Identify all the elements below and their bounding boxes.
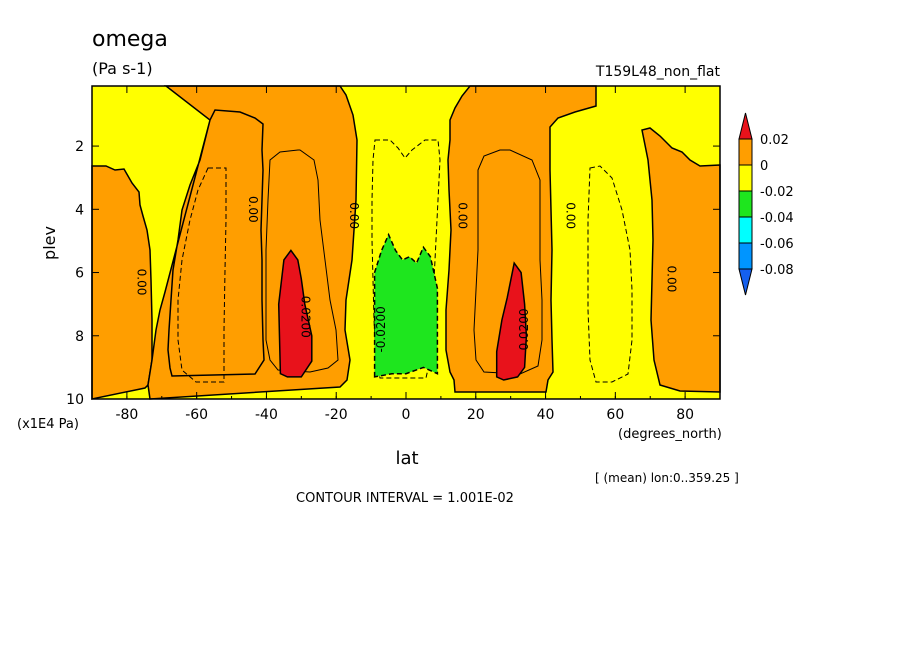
dashed-contour-equator: [371, 139, 441, 379]
x-tick-label: 40: [537, 407, 555, 423]
chart-title: omega: [92, 27, 168, 52]
colorbar-swatch: [738, 216, 753, 244]
y-axis-units: (x1E4 Pa): [17, 417, 79, 432]
dashed-contour-nh-extra: [587, 165, 633, 383]
x-axis-ticks: -80 -60 -40 -20 0 20 40 60 80: [91, 86, 721, 423]
y-axis-ticks: 2 4 6 8 10: [66, 139, 720, 408]
x-axis-units: (degrees_north): [618, 427, 722, 442]
y-axis-label: plev: [40, 226, 59, 260]
y-tick-label: 8: [75, 329, 84, 345]
x-tick-label: 60: [606, 407, 624, 423]
contour-label-2: 0.00: [347, 202, 361, 229]
colorbar-bottom-arrow: [738, 268, 753, 296]
contour-label-1: 0.00: [246, 196, 260, 223]
orange-band-north-pole: [641, 127, 721, 393]
run-label: T159L48_non_flat: [595, 64, 721, 80]
colorbar-label: 0.02: [760, 133, 789, 148]
contour-label-6: 0.0200: [517, 308, 531, 350]
contour-label-4: -0.0200: [374, 306, 388, 352]
region-tropical-ascent: [373, 232, 439, 378]
colorbar-label: -0.06: [760, 237, 794, 252]
plot-area: 0.00 0.00 0.00 0.0200 -0.0200 0.00 0.0200 0.00 0…: [66, 85, 721, 423]
x-tick-label: -40: [255, 407, 278, 423]
colorbar-label: -0.08: [760, 263, 794, 278]
y-tick-label: 6: [75, 266, 84, 282]
colorbar-swatch: [738, 242, 753, 270]
x-tick-label: 0: [402, 407, 411, 423]
colorbar: 0.02 0 -0.02 -0.04 -0.06 -0.08: [738, 112, 794, 296]
x-tick-label: 80: [676, 407, 694, 423]
colorbar-label: 0: [760, 159, 768, 174]
region-nh-descent-core: [495, 261, 528, 381]
x-tick-label: -60: [185, 407, 208, 423]
units-label: (Pa s-1): [92, 59, 153, 78]
x-axis-label: lat: [395, 448, 418, 469]
y-tick-label: 2: [75, 139, 84, 155]
subset-note: [ (mean) lon:0..359.25 ]: [595, 471, 739, 485]
contour-interval: CONTOUR INTERVAL = 1.001E-02: [296, 491, 514, 506]
contour-label-0: 0.00: [134, 269, 148, 296]
region-sh-descent-core: [277, 249, 313, 378]
colorbar-swatch: [738, 190, 753, 218]
contour-labels: 0.00 0.00 0.00 0.0200 -0.0200 0.00 0.0200 0.00 0…: [134, 196, 678, 353]
colorbar-label: -0.02: [760, 185, 794, 200]
orange-band-south-pole: [91, 165, 153, 400]
orange-band-nh-descent: [445, 85, 597, 393]
x-tick-label: 20: [467, 407, 485, 423]
contour-label-3: 0.0200: [298, 296, 312, 338]
y-tick-label: 10: [66, 392, 84, 408]
x-tick-label: -80: [115, 407, 138, 423]
y-tick-label: 4: [75, 202, 84, 218]
contour-label-5: 0.00: [455, 202, 469, 229]
contour-line-sh: [265, 149, 339, 373]
colorbar-top-arrow: [738, 112, 753, 140]
filled-regions: [277, 232, 528, 381]
contour-label-8: 0.00: [665, 266, 679, 293]
colorbar-swatch: [738, 164, 753, 192]
contour-label-7: 0.00: [564, 202, 578, 229]
x-tick-label: -20: [325, 407, 348, 423]
colorbar-label: -0.04: [760, 211, 794, 226]
colorbar-swatch: [738, 138, 753, 166]
